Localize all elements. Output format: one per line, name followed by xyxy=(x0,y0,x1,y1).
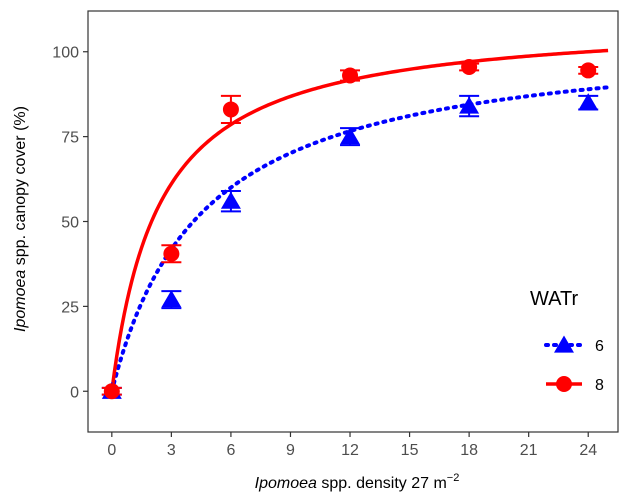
plot-panel-border xyxy=(87,10,619,433)
data-point-series-6 xyxy=(459,96,480,114)
x-tick-label: 24 xyxy=(579,442,597,459)
data-point-series-6 xyxy=(220,191,241,209)
fit-line-series-6 xyxy=(109,85,611,394)
x-axis-title-rest: spp. density 27 m xyxy=(317,475,447,492)
data-point-series-6 xyxy=(340,127,360,145)
x-tick-label: 9 xyxy=(286,442,295,459)
y-axis-title-italic: Ipomoea xyxy=(12,270,29,332)
y-axis-title-rest: spp. canopy cover (%) xyxy=(12,106,29,270)
x-axis-title: Ipomoea spp. density 27 m−2 xyxy=(255,472,460,492)
x-tick-label: 6 xyxy=(226,442,235,459)
y-tick-label: 25 xyxy=(61,299,79,316)
fit-curves xyxy=(109,48,611,394)
y-axis-title: Ipomoea spp. canopy cover (%) xyxy=(12,106,29,332)
y-tick-label: 0 xyxy=(70,384,79,401)
x-axis-ticks: 0 3 6 9 12 15 18 21 24 xyxy=(107,432,597,459)
data-points xyxy=(101,59,599,400)
data-point-series-8 xyxy=(103,383,120,400)
legend-label-8: 8 xyxy=(595,377,604,394)
y-axis-ticks: 0 25 50 75 100 xyxy=(52,45,88,401)
x-axis-title-sup: −2 xyxy=(447,472,460,484)
legend-key-marker-8 xyxy=(556,376,572,392)
error-bars xyxy=(101,62,599,396)
y-tick-label: 100 xyxy=(52,45,79,62)
x-tick-label: 18 xyxy=(460,442,478,459)
legend: WATr 68 xyxy=(530,288,604,394)
data-point-series-6 xyxy=(578,93,599,111)
data-point-series-8 xyxy=(580,62,597,79)
y-tick-label: 75 xyxy=(61,130,79,147)
x-tick-label: 3 xyxy=(167,442,176,459)
data-point-series-6 xyxy=(161,290,182,308)
data-point-series-8 xyxy=(342,67,359,84)
x-tick-label: 21 xyxy=(520,442,538,459)
data-point-series-8 xyxy=(163,245,180,262)
x-tick-label: 0 xyxy=(107,442,116,459)
y-tick-label: 50 xyxy=(61,215,79,232)
data-point-series-8 xyxy=(222,101,239,118)
x-tick-label: 15 xyxy=(401,442,419,459)
data-point-series-8 xyxy=(461,59,478,76)
x-axis-title-italic: Ipomoea xyxy=(255,475,317,492)
x-tick-label: 12 xyxy=(341,442,359,459)
legend-key-marker-6 xyxy=(554,335,574,353)
legend-label-6: 6 xyxy=(595,338,604,355)
legend-title: WATr xyxy=(530,288,578,310)
fit-line-series-8 xyxy=(110,48,609,392)
legend-items: 68 xyxy=(544,335,604,394)
